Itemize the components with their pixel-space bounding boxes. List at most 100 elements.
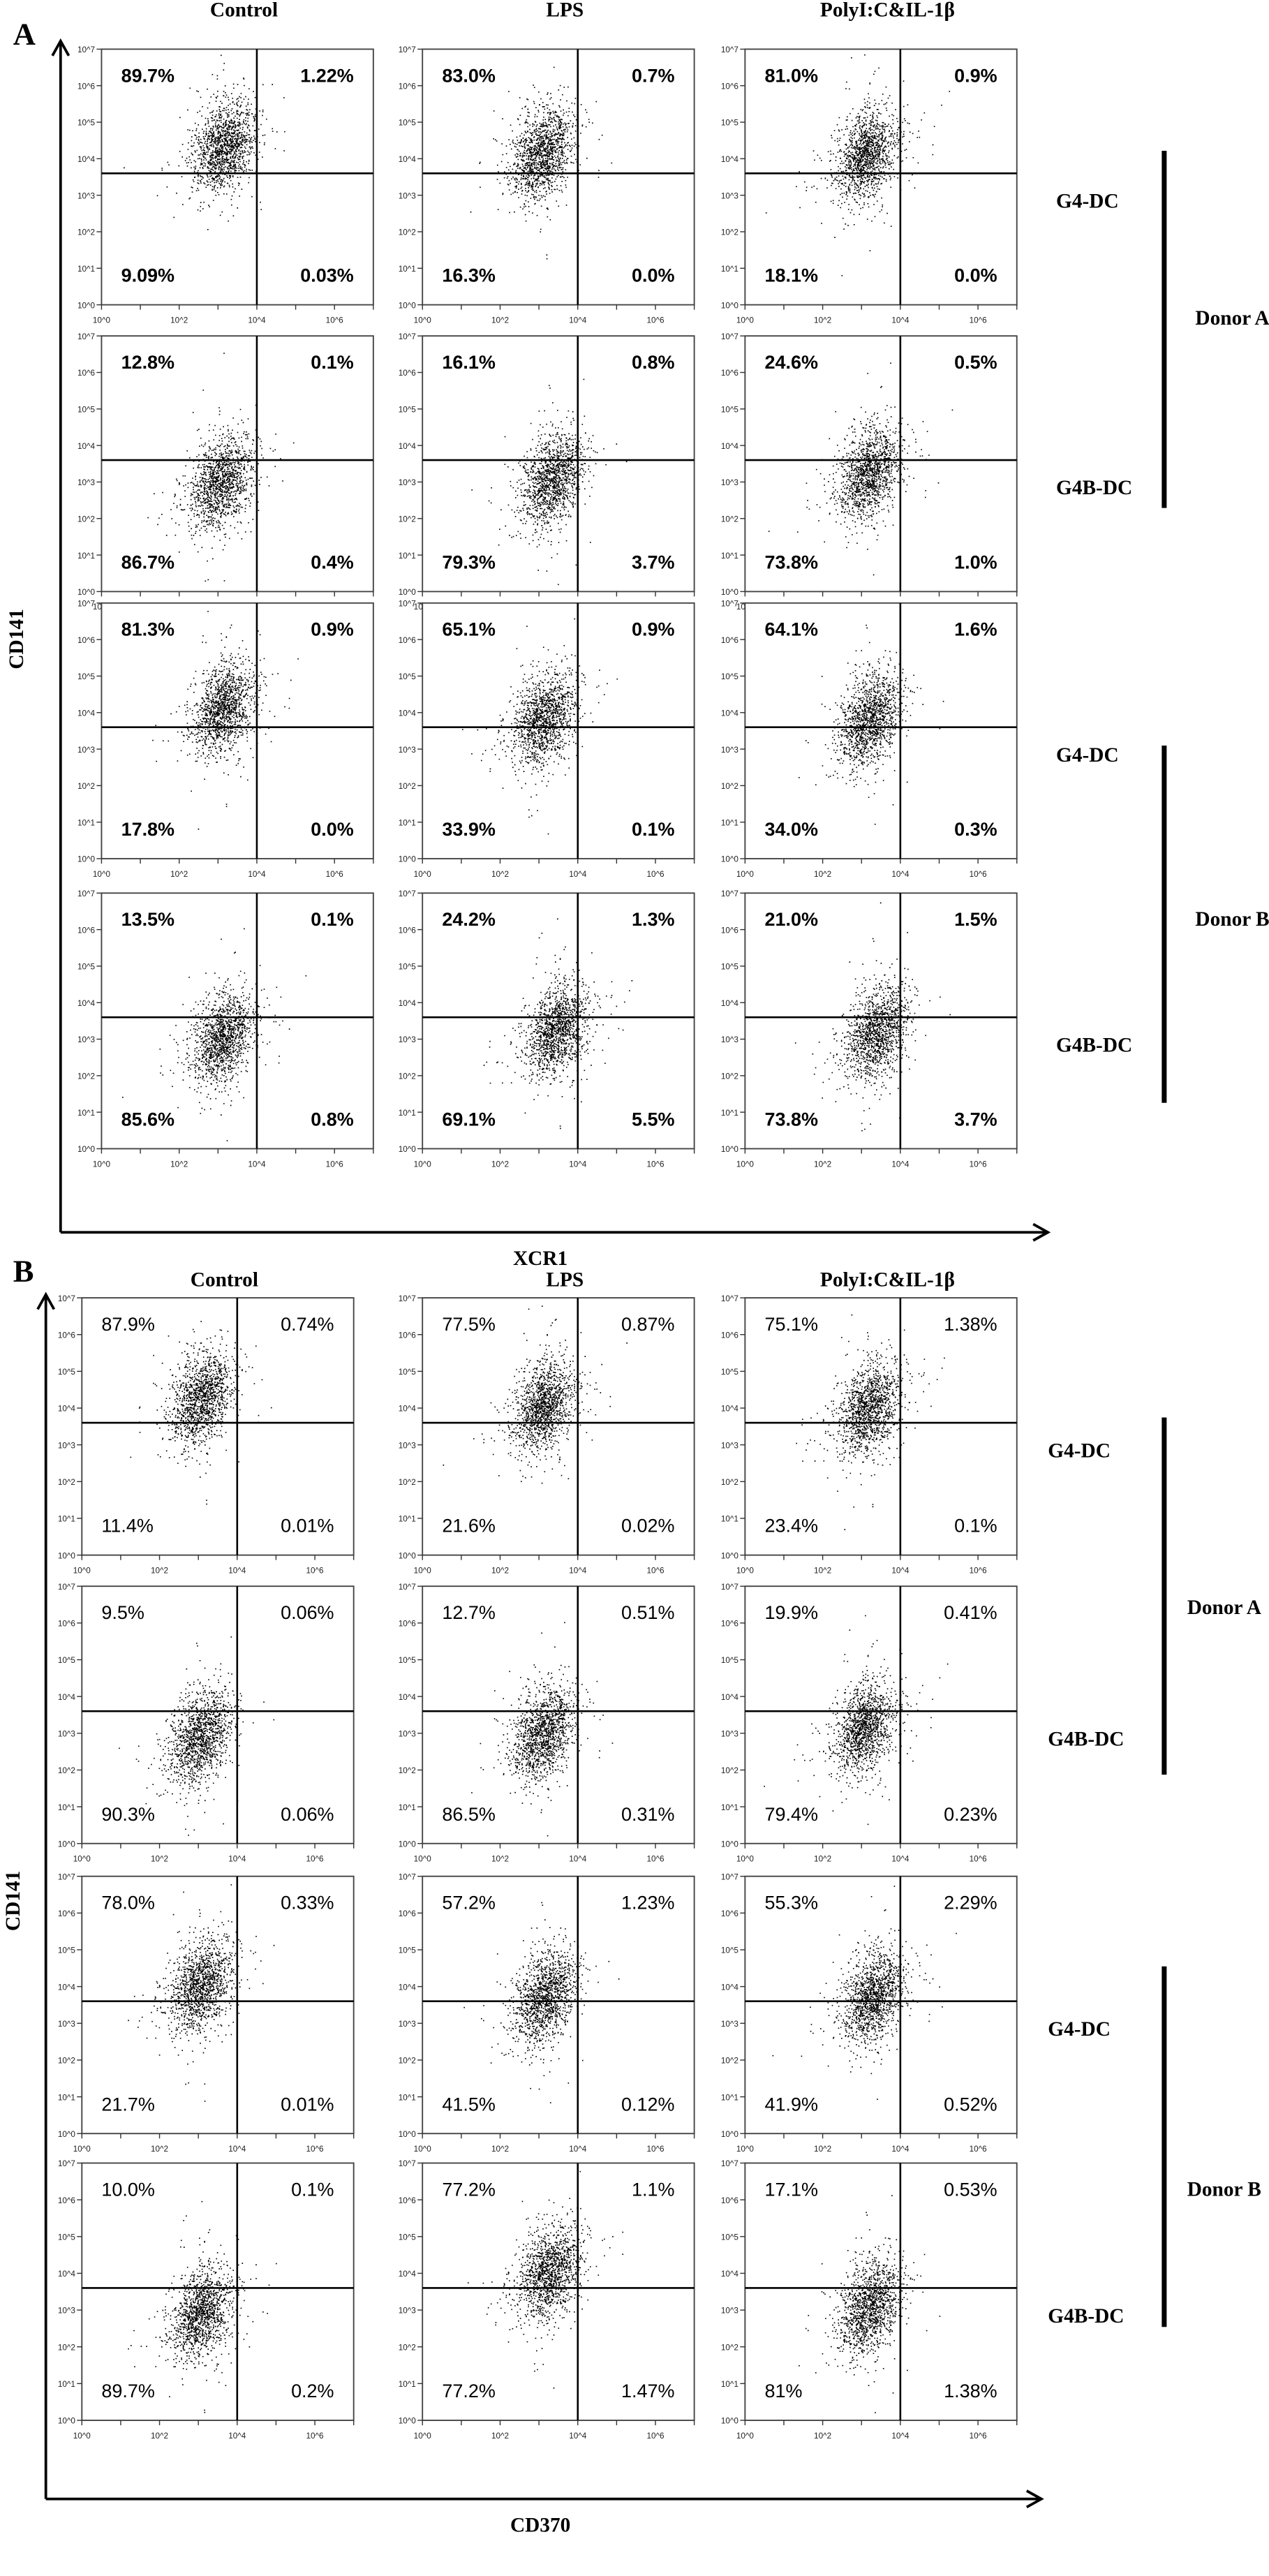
y-tick-label: 10^0 bbox=[399, 1145, 417, 1154]
y-tick-label: 10^7 bbox=[721, 1583, 739, 1592]
y-tick-label: 10^2 bbox=[58, 1766, 75, 1775]
donor-label: Donor A bbox=[1187, 1597, 1261, 1619]
quadrant-upper-left-value: 64.1% bbox=[764, 619, 817, 640]
y-tick-label: 10^1 bbox=[399, 552, 416, 561]
y-tick-label: 10^1 bbox=[721, 1803, 739, 1812]
y-tick-label: 10^3 bbox=[721, 191, 739, 200]
y-tick-label: 10^0 bbox=[399, 1551, 417, 1560]
quadrant-upper-right-value: 0.87% bbox=[621, 1314, 674, 1335]
y-tick-label: 10^7 bbox=[721, 45, 739, 54]
quadrant-lower-right-value: 5.5% bbox=[632, 1109, 674, 1130]
x-tick-label: 10^0 bbox=[93, 1160, 111, 1169]
y-tick-label: 10^4 bbox=[399, 155, 417, 164]
y-tick-label: 10^1 bbox=[77, 552, 95, 561]
quadrant-lower-left-value: 85.6% bbox=[121, 1109, 175, 1130]
y-tick-label: 10^2 bbox=[721, 1478, 739, 1487]
y-tick-label: 10^5 bbox=[58, 2233, 76, 2242]
event-dots bbox=[799, 2195, 941, 2413]
scatter-plot: 10^0 10^1 10^2 10^3 10^4 10^5 10^6 10^7 10^0 10^2… bbox=[399, 600, 695, 879]
y-tick-label: 10^6 bbox=[399, 1620, 416, 1629]
quadrant-upper-left-value: 9.5% bbox=[101, 1602, 144, 1623]
arrowhead-icon bbox=[36, 1291, 56, 1310]
quadrant-lower-left-value: 86.5% bbox=[442, 1804, 495, 1825]
quadrant-lower-left-value: 73.8% bbox=[764, 1109, 817, 1130]
quadrant-lower-left-value: 79.3% bbox=[442, 552, 495, 573]
quadrant-lower-right-value: 0.2% bbox=[291, 2381, 334, 2401]
x-tick-label: 10^4 bbox=[228, 1855, 246, 1864]
y-tick-label: 10^3 bbox=[58, 2020, 75, 2029]
event-dots bbox=[443, 1305, 628, 1484]
y-tick-label: 10^6 bbox=[77, 926, 95, 935]
x-tick-label: 10^0 bbox=[93, 316, 111, 325]
plot-frame bbox=[81, 2162, 355, 2421]
x-tick-label: 10^2 bbox=[151, 1855, 168, 1864]
y-tick-label: 10^5 bbox=[721, 672, 739, 681]
y-tick-label: 10^7 bbox=[58, 2159, 75, 2168]
y-tick-label: 10^5 bbox=[721, 1946, 739, 1955]
y-tick-label: 10^1 bbox=[721, 2380, 739, 2389]
y-tick-label: 10^5 bbox=[58, 1946, 76, 1955]
event-dots bbox=[483, 918, 633, 1130]
y-tick-label: 10^3 bbox=[399, 2020, 416, 2029]
quadrant-lower-right-value: 0.02% bbox=[621, 1516, 674, 1537]
cell-type-label: G4B-DC bbox=[1056, 1034, 1132, 1056]
y-tick-label: 10^3 bbox=[721, 746, 739, 755]
quadrant-upper-left-value: 55.3% bbox=[764, 1893, 817, 1914]
quadrant-lower-left-value: 21.7% bbox=[101, 2094, 154, 2115]
quadrant-lower-right-value: 0.3% bbox=[954, 819, 997, 840]
y-tick-label: 10^6 bbox=[58, 2196, 75, 2205]
y-tick-label: 10^5 bbox=[399, 963, 417, 972]
x-tick-label: 10^2 bbox=[814, 2431, 831, 2441]
quadrant-lower-right-value: 3.7% bbox=[954, 1109, 997, 1130]
y-tick-label: 10^0 bbox=[58, 1840, 76, 1849]
y-tick-label: 10^7 bbox=[721, 2159, 739, 2168]
quadrant-lower-left-value: 17.8% bbox=[121, 819, 175, 840]
y-tick-label: 10^4 bbox=[399, 709, 417, 718]
x-axis-label: CD370 bbox=[510, 2515, 570, 2537]
y-tick-label: 10^5 bbox=[721, 1656, 739, 1665]
y-tick-label: 10^6 bbox=[399, 82, 416, 91]
x-tick-label: 10^0 bbox=[736, 2431, 755, 2441]
x-tick-label: 10^4 bbox=[248, 316, 266, 325]
quadrant-upper-left-value: 81.3% bbox=[121, 619, 175, 640]
quadrant-lower-right-value: 0.06% bbox=[281, 1804, 334, 1825]
y-tick-label: 10^1 bbox=[399, 2380, 416, 2389]
x-tick-label: 10^6 bbox=[970, 1855, 987, 1864]
quadrant-lower-left-value: 18.1% bbox=[764, 265, 817, 286]
donor-label: Donor B bbox=[1187, 2178, 1261, 2200]
quadrant-upper-right-value: 0.53% bbox=[944, 2179, 997, 2200]
panel-label: B bbox=[13, 1254, 34, 1289]
y-tick-label: 10^3 bbox=[721, 1441, 739, 1450]
quadrant-lower-right-value: 0.4% bbox=[311, 552, 353, 573]
quadrant-lower-left-value: 77.2% bbox=[442, 2381, 495, 2401]
y-tick-label: 10^1 bbox=[721, 2093, 739, 2102]
event-dots bbox=[796, 1314, 945, 1530]
x-tick-label: 10^2 bbox=[814, 2145, 831, 2154]
y-tick-label: 10^6 bbox=[399, 926, 416, 935]
x-tick-label: 10^6 bbox=[306, 1566, 324, 1575]
y-tick-label: 10^7 bbox=[399, 1583, 416, 1592]
quadrant-lower-left-value: 23.4% bbox=[764, 1516, 817, 1537]
quadrant-lower-right-value: 0.1% bbox=[954, 1516, 997, 1537]
quadrant-upper-right-value: 1.23% bbox=[621, 1893, 674, 1914]
quadrant-upper-left-value: 77.2% bbox=[442, 2179, 495, 2200]
y-tick-label: 10^3 bbox=[58, 2307, 75, 2316]
y-tick-label: 10^4 bbox=[399, 1405, 417, 1414]
scatter-plot: 10^0 10^1 10^2 10^3 10^4 10^5 10^6 10^7 10^0 10^2… bbox=[721, 2159, 1018, 2441]
plot-frame bbox=[101, 602, 374, 859]
event-dots bbox=[128, 2200, 277, 2413]
y-tick-label: 10^6 bbox=[399, 1909, 416, 1918]
y-tick-label: 10^3 bbox=[721, 1729, 739, 1738]
x-tick-label: 10^0 bbox=[414, 2431, 432, 2441]
quadrant-lower-left-value: 16.3% bbox=[442, 265, 495, 286]
y-tick-label: 10^6 bbox=[721, 82, 739, 91]
quadrant-lower-right-value: 0.0% bbox=[632, 265, 674, 286]
y-tick-label: 10^5 bbox=[58, 1656, 76, 1665]
y-tick-label: 10^6 bbox=[399, 636, 416, 645]
plot-frame bbox=[422, 2162, 695, 2421]
y-tick-label: 10^4 bbox=[721, 1693, 739, 1702]
quadrant-lower-right-value: 0.01% bbox=[281, 2094, 334, 2115]
x-tick-label: 10^4 bbox=[891, 1160, 910, 1169]
event-dots bbox=[463, 1902, 620, 2103]
y-tick-label: 10^1 bbox=[721, 552, 739, 561]
